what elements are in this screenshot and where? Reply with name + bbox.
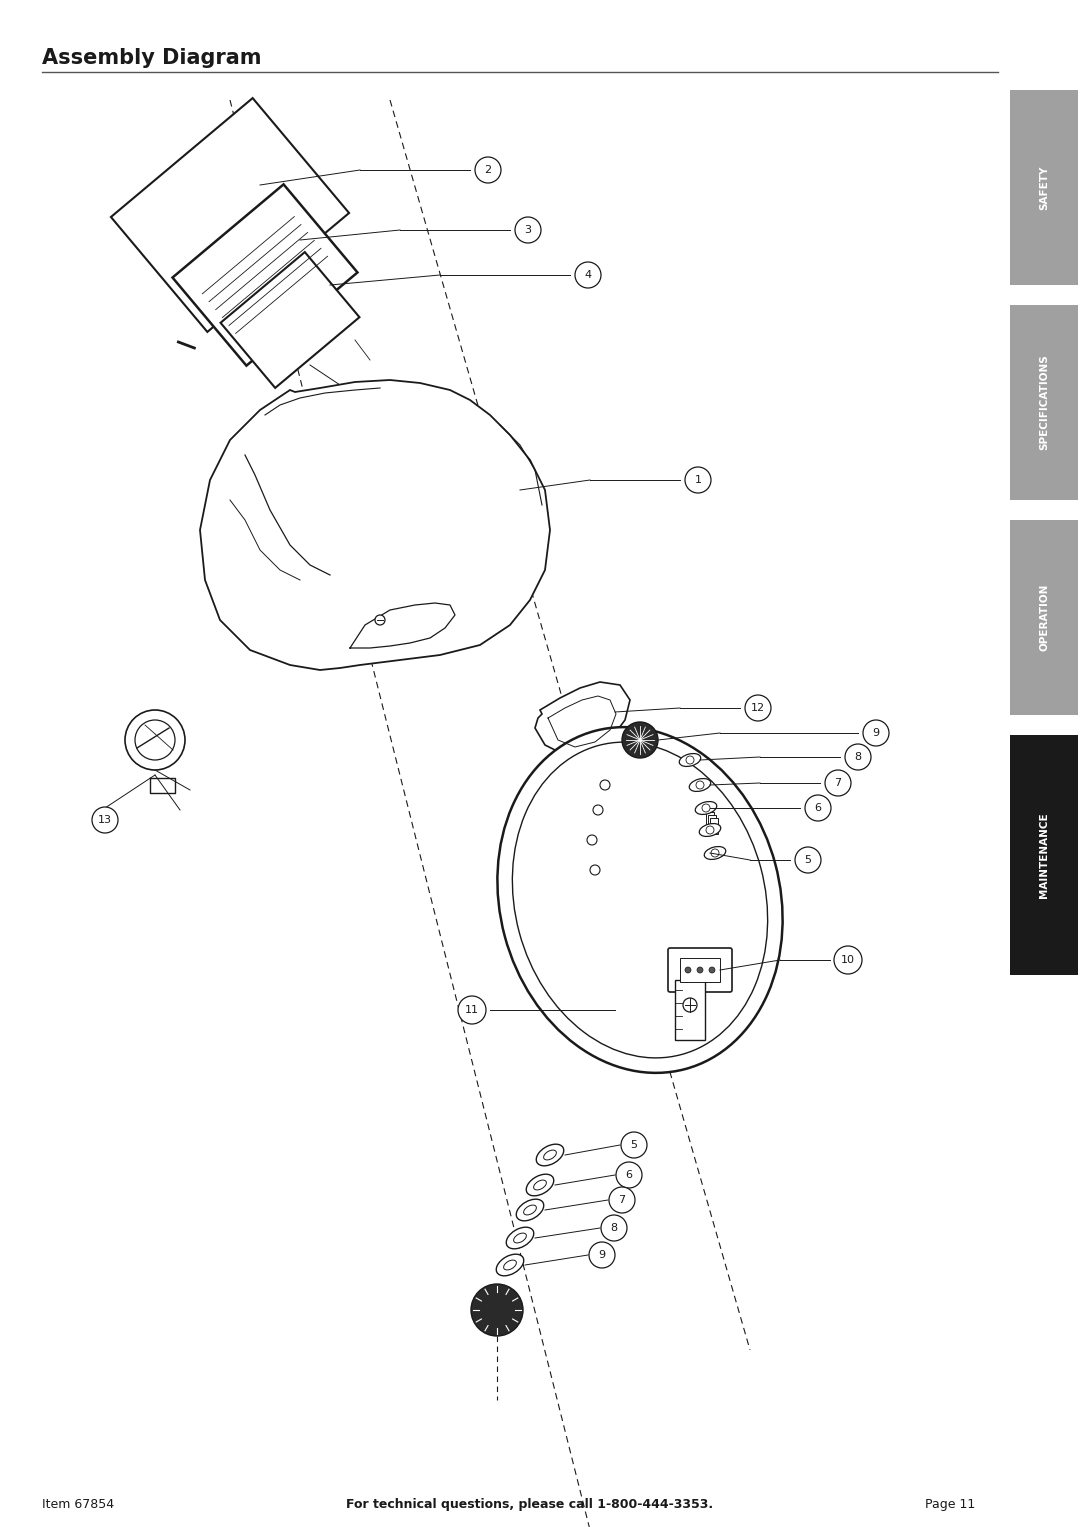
Ellipse shape — [516, 1199, 543, 1220]
Polygon shape — [320, 423, 480, 556]
Circle shape — [125, 710, 185, 770]
FancyBboxPatch shape — [669, 948, 732, 993]
Circle shape — [590, 864, 600, 875]
Circle shape — [685, 467, 711, 493]
Text: 13: 13 — [98, 815, 112, 825]
Circle shape — [706, 826, 714, 834]
Circle shape — [600, 780, 610, 789]
Circle shape — [135, 721, 175, 760]
Polygon shape — [220, 252, 360, 388]
Ellipse shape — [496, 1254, 524, 1277]
Circle shape — [600, 1215, 627, 1241]
Circle shape — [609, 1186, 635, 1212]
Polygon shape — [200, 380, 550, 670]
Text: Page 11: Page 11 — [924, 1498, 975, 1512]
Text: For technical questions, please call 1-800-444-3353.: For technical questions, please call 1-8… — [347, 1498, 714, 1512]
Ellipse shape — [537, 1144, 564, 1165]
Ellipse shape — [503, 1260, 516, 1270]
Circle shape — [475, 157, 501, 183]
Ellipse shape — [689, 779, 711, 791]
Text: SAFETY: SAFETY — [1039, 165, 1049, 209]
Circle shape — [589, 1241, 615, 1267]
Text: OPERATION: OPERATION — [1039, 583, 1049, 651]
Text: Item 67854: Item 67854 — [42, 1498, 114, 1512]
Ellipse shape — [704, 846, 726, 860]
Polygon shape — [173, 185, 357, 365]
Circle shape — [686, 756, 694, 764]
Ellipse shape — [514, 1234, 526, 1243]
Circle shape — [696, 780, 704, 789]
Text: 1: 1 — [694, 475, 702, 486]
Polygon shape — [675, 980, 705, 1040]
Circle shape — [683, 999, 697, 1012]
Ellipse shape — [512, 742, 768, 1058]
Text: 9: 9 — [598, 1251, 606, 1260]
Ellipse shape — [534, 1180, 546, 1190]
Text: 11: 11 — [465, 1005, 480, 1015]
Circle shape — [745, 695, 771, 721]
Ellipse shape — [524, 1205, 537, 1215]
Text: MAINTENANCE: MAINTENANCE — [1039, 812, 1049, 898]
Ellipse shape — [696, 802, 717, 814]
Circle shape — [711, 849, 719, 857]
Ellipse shape — [498, 727, 783, 1073]
Circle shape — [375, 615, 384, 625]
Circle shape — [863, 721, 889, 747]
Circle shape — [622, 722, 658, 757]
Circle shape — [805, 796, 831, 822]
Bar — [1010, 734, 1078, 976]
Ellipse shape — [507, 1228, 534, 1249]
Polygon shape — [111, 98, 349, 331]
Circle shape — [845, 744, 870, 770]
Circle shape — [834, 947, 862, 974]
Text: 2: 2 — [485, 165, 491, 176]
Text: 7: 7 — [835, 777, 841, 788]
Bar — [680, 957, 720, 982]
Circle shape — [471, 1284, 523, 1336]
Ellipse shape — [543, 1150, 556, 1161]
Circle shape — [575, 263, 600, 289]
Text: 8: 8 — [610, 1223, 618, 1232]
Bar — [1010, 305, 1078, 499]
Text: SPECIFICATIONS: SPECIFICATIONS — [1039, 354, 1049, 450]
Bar — [706, 812, 714, 828]
Text: 7: 7 — [619, 1196, 625, 1205]
Text: 10: 10 — [841, 954, 855, 965]
Text: 5: 5 — [805, 855, 811, 864]
Text: Assembly Diagram: Assembly Diagram — [42, 47, 261, 69]
Circle shape — [515, 217, 541, 243]
Circle shape — [616, 1162, 642, 1188]
Circle shape — [708, 967, 715, 973]
Circle shape — [697, 967, 703, 973]
Circle shape — [593, 805, 603, 815]
Circle shape — [458, 996, 486, 1025]
Circle shape — [588, 835, 597, 844]
Circle shape — [92, 806, 118, 834]
Bar — [1010, 90, 1078, 286]
Text: 3: 3 — [525, 224, 531, 235]
Circle shape — [795, 847, 821, 873]
Circle shape — [825, 770, 851, 796]
Bar — [1010, 521, 1078, 715]
Circle shape — [621, 1132, 647, 1157]
Circle shape — [685, 967, 691, 973]
Text: 9: 9 — [873, 728, 879, 738]
Ellipse shape — [699, 823, 720, 837]
Polygon shape — [535, 683, 630, 754]
Text: 12: 12 — [751, 702, 765, 713]
Text: 6: 6 — [625, 1170, 633, 1180]
Text: 6: 6 — [814, 803, 822, 812]
Bar — [710, 818, 718, 834]
Ellipse shape — [526, 1174, 554, 1196]
Ellipse shape — [679, 753, 701, 767]
Text: 4: 4 — [584, 270, 592, 279]
Circle shape — [702, 805, 710, 812]
Text: 5: 5 — [631, 1141, 637, 1150]
Bar — [708, 815, 716, 831]
Text: 8: 8 — [854, 751, 862, 762]
